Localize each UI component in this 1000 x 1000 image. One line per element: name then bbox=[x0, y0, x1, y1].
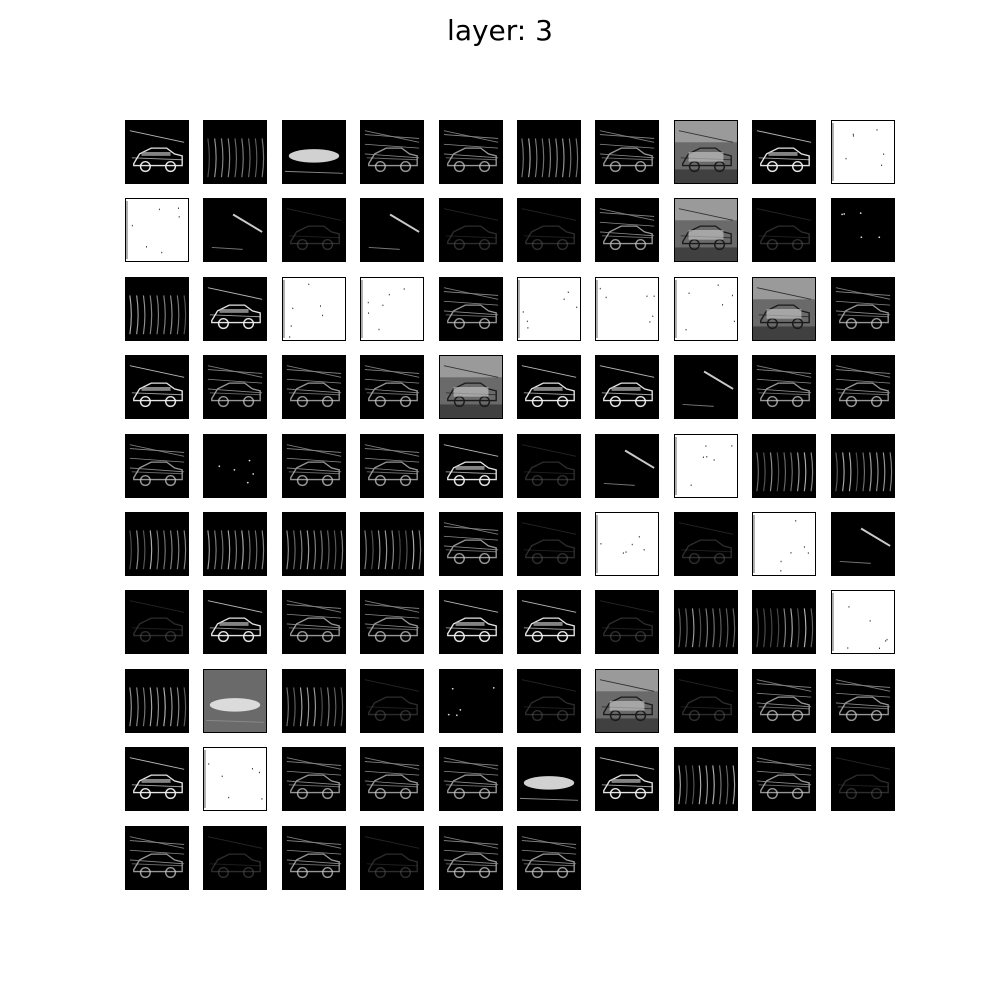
feature-map-tile bbox=[595, 120, 660, 184]
feature-map-tile bbox=[360, 747, 425, 812]
feature-map-tile bbox=[752, 747, 817, 812]
feature-map-tile bbox=[752, 120, 817, 184]
feature-map-tile bbox=[830, 590, 895, 655]
feature-map-tile bbox=[595, 198, 660, 263]
feature-map-tile bbox=[595, 512, 660, 576]
feature-map-tile bbox=[125, 433, 189, 498]
feature-map-tile bbox=[752, 433, 817, 498]
feature-map-tile bbox=[752, 512, 817, 576]
feature-map-tile bbox=[203, 433, 268, 498]
feature-map-tile bbox=[517, 825, 581, 890]
feature-map-tile bbox=[360, 355, 425, 420]
figure-title: layer: 3 bbox=[447, 14, 553, 47]
feature-map-tile bbox=[360, 590, 425, 655]
feature-map-tile bbox=[752, 198, 817, 263]
feature-map-tile bbox=[125, 825, 189, 890]
feature-map-tile bbox=[438, 276, 503, 341]
feature-map-tile bbox=[360, 433, 425, 498]
feature-map-tile bbox=[595, 747, 660, 812]
feature-map-tile bbox=[517, 668, 581, 733]
feature-map-tile bbox=[830, 198, 895, 263]
feature-map-tile bbox=[125, 590, 189, 655]
feature-map-tile bbox=[517, 198, 581, 263]
feature-map-tile bbox=[281, 276, 346, 341]
feature-map-tile bbox=[752, 590, 817, 655]
feature-map-tile bbox=[203, 120, 268, 184]
feature-map-tile bbox=[281, 668, 346, 733]
feature-map-tile bbox=[203, 355, 268, 420]
feature-map-tile bbox=[517, 120, 581, 184]
feature-map-tile bbox=[752, 355, 817, 420]
feature-map-tile bbox=[203, 825, 268, 890]
feature-map-tile bbox=[203, 276, 268, 341]
feature-map-tile bbox=[125, 747, 189, 812]
feature-map-tile bbox=[203, 198, 268, 263]
feature-map-tile bbox=[595, 668, 660, 733]
feature-map-tile bbox=[517, 590, 581, 655]
feature-map-tile bbox=[203, 512, 268, 576]
feature-map-tile bbox=[203, 590, 268, 655]
feature-map-tile bbox=[830, 512, 895, 576]
feature-map-tile bbox=[830, 120, 895, 184]
feature-map-tile bbox=[281, 825, 346, 890]
feature-map-tile bbox=[673, 198, 738, 263]
feature-map-tile bbox=[281, 512, 346, 576]
feature-map-tile bbox=[752, 668, 817, 733]
feature-map-tile bbox=[595, 355, 660, 420]
feature-map-tile bbox=[673, 433, 738, 498]
feature-map-tile bbox=[438, 512, 503, 576]
feature-map-tile bbox=[517, 747, 581, 812]
feature-map-tile bbox=[517, 512, 581, 576]
feature-map-tile bbox=[281, 590, 346, 655]
feature-map-tile bbox=[281, 433, 346, 498]
feature-map-tile bbox=[673, 668, 738, 733]
feature-map-tile bbox=[595, 276, 660, 341]
feature-map-tile bbox=[438, 747, 503, 812]
feature-map-tile bbox=[125, 512, 189, 576]
feature-map-tile bbox=[360, 825, 425, 890]
feature-map-tile bbox=[673, 120, 738, 184]
feature-map-tile bbox=[830, 668, 895, 733]
feature-map-tile bbox=[125, 668, 189, 733]
feature-map-tile bbox=[830, 355, 895, 420]
feature-map-tile bbox=[281, 355, 346, 420]
feature-map-tile bbox=[595, 433, 660, 498]
feature-map-tile bbox=[125, 198, 189, 263]
feature-map-tile bbox=[673, 590, 738, 655]
feature-map-tile bbox=[673, 355, 738, 420]
feature-map-tile bbox=[830, 433, 895, 498]
feature-map-tile bbox=[517, 276, 581, 341]
feature-map-tile bbox=[517, 355, 581, 420]
feature-map-tile bbox=[673, 276, 738, 341]
feature-map-tile bbox=[125, 355, 189, 420]
feature-map-tile bbox=[438, 590, 503, 655]
feature-map-tile bbox=[438, 120, 503, 184]
feature-map-tile bbox=[360, 512, 425, 576]
feature-map-tile bbox=[125, 276, 189, 341]
feature-map-tile bbox=[752, 276, 817, 341]
feature-map-tile bbox=[438, 668, 503, 733]
feature-map-tile bbox=[517, 433, 581, 498]
feature-map-tile bbox=[595, 590, 660, 655]
feature-map-tile bbox=[203, 668, 268, 733]
feature-map-tile bbox=[203, 747, 268, 812]
feature-map-tile bbox=[673, 512, 738, 576]
feature-map-tile bbox=[438, 355, 503, 420]
feature-map-tile bbox=[360, 668, 425, 733]
feature-map-tile bbox=[438, 825, 503, 890]
feature-map-tile bbox=[281, 198, 346, 263]
feature-map-tile bbox=[125, 120, 189, 184]
feature-map-tile bbox=[673, 747, 738, 812]
feature-map-tile bbox=[438, 433, 503, 498]
feature-map-tile bbox=[360, 120, 425, 184]
feature-map-tile bbox=[281, 120, 346, 184]
feature-map-tile bbox=[360, 198, 425, 263]
feature-map-tile bbox=[830, 747, 895, 812]
feature-map-tile bbox=[830, 276, 895, 341]
feature-map-tile bbox=[438, 198, 503, 263]
feature-map-tile bbox=[360, 276, 425, 341]
feature-map-tile bbox=[281, 747, 346, 812]
